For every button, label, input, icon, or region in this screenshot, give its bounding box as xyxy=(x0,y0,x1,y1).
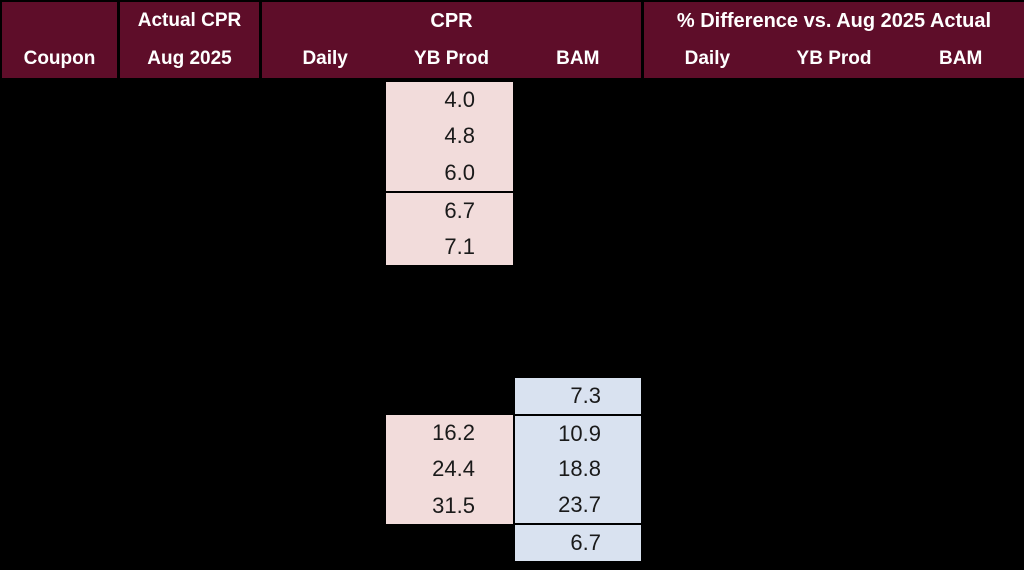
table-cell: 18.8 xyxy=(558,456,601,482)
header-diff-yb-prod: YB Prod xyxy=(796,48,872,69)
table-cell: 6.7 xyxy=(386,190,513,229)
header-diff-group-title: % Difference vs. Aug 2025 Actual xyxy=(676,9,992,32)
header-section-diff-group: % Difference vs. Aug 2025 Actual Daily Y… xyxy=(641,2,1024,78)
table-cell: 7.3 xyxy=(570,382,601,408)
header-coupon-label: Coupon xyxy=(23,48,96,69)
header-coupon-spacer xyxy=(2,2,117,40)
header-cpr-group-title: CPR xyxy=(430,9,473,32)
header-section-coupon: Coupon xyxy=(0,2,117,78)
header-diff-bam: BAM xyxy=(939,48,983,69)
table-cell: 16.2 xyxy=(432,420,475,446)
header-cpr-daily: Daily xyxy=(302,48,348,69)
table-cell: 10.9 xyxy=(515,413,641,452)
table-cell: 31.5 xyxy=(432,492,475,518)
header-cpr-yb-prod: YB Prod xyxy=(414,48,489,69)
table-cell: 4.8 xyxy=(444,123,475,149)
cpr-ybprod-lower-block: 16.2 24.4 31.5 xyxy=(386,413,513,524)
table-cell: 6.0 xyxy=(444,159,475,185)
cpr-ybprod-upper-block: 4.0 4.8 6.0 6.7 7.1 xyxy=(386,80,513,265)
table-cell: 4.0 xyxy=(444,87,475,113)
header-section-actual-cpr: Actual CPR Aug 2025 xyxy=(117,2,259,78)
table-cell: 24.4 xyxy=(432,456,475,482)
table-cell: 23.7 xyxy=(558,492,601,518)
header-actual-cpr-line2: Aug 2025 xyxy=(147,48,232,69)
cpr-bam-block: 7.3 10.9 18.8 23.7 6.7 xyxy=(513,376,641,561)
header-diff-daily: Daily xyxy=(684,48,731,69)
table-cell: 6.7 xyxy=(515,523,641,561)
table-header: Coupon Actual CPR Aug 2025 CPR Daily YB … xyxy=(0,0,1024,80)
header-cpr-bam: BAM xyxy=(556,48,600,69)
header-cpr-subcolumns: Daily YB Prod BAM xyxy=(262,40,641,78)
header-section-cpr-group: CPR Daily YB Prod BAM xyxy=(259,2,641,78)
header-actual-cpr-line1: Actual CPR xyxy=(137,10,242,31)
header-diff-subcolumns: Daily YB Prod BAM xyxy=(644,40,1024,78)
table-cell: 7.1 xyxy=(444,233,475,259)
